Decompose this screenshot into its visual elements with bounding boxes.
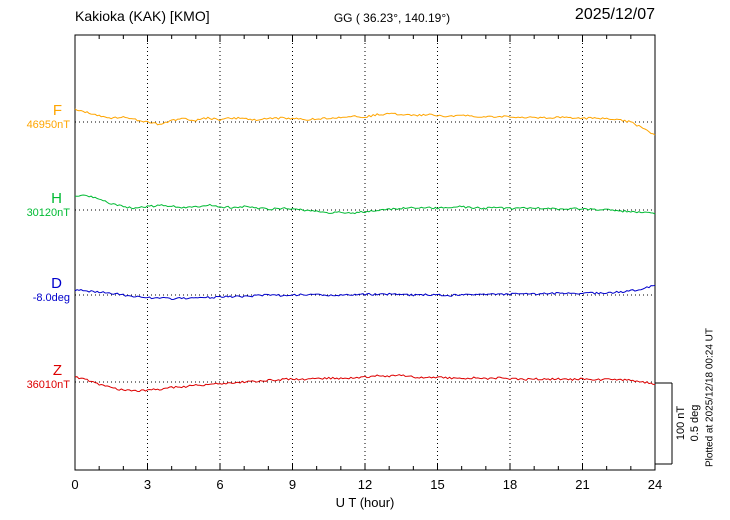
series-baseline-value-H: 30120nT — [26, 207, 70, 219]
series-label-F: F — [52, 102, 62, 119]
x-tick-label-0: 0 — [71, 477, 79, 492]
scale-label-deg: 0.5 deg — [689, 404, 701, 442]
plotted-at-note: Plotted at 2025/12/18 00:24 UT — [704, 328, 716, 467]
x-tick-label-21: 21 — [575, 477, 590, 492]
x-tick-label-24: 24 — [647, 477, 663, 492]
series-baseline-value-D: -8.0deg — [32, 292, 70, 304]
trace-F — [74, 108, 656, 136]
trace-H — [74, 194, 656, 215]
amplitude-scale-label: 100 nT 0.5 deg — [674, 383, 702, 463]
series-label-D: D — [51, 275, 62, 292]
x-tick-label-6: 6 — [216, 477, 224, 492]
x-tick-label-12: 12 — [357, 477, 373, 492]
series-label-H: H — [51, 190, 62, 207]
plot-border — [74, 34, 656, 471]
x-tick-label-18: 18 — [502, 477, 518, 492]
x-tick-label-9: 9 — [288, 477, 297, 492]
series-baseline-value-F: 46950nT — [26, 119, 70, 131]
x-tick-label-3: 3 — [143, 477, 152, 492]
scale-label-nt: 100 nT — [675, 405, 687, 441]
x-tick-label-15: 15 — [430, 477, 445, 492]
station-title: Kakioka (KAK) [KMO] — [75, 8, 210, 24]
trace-D — [74, 284, 656, 301]
series-label-Z: Z — [52, 362, 62, 379]
series-baseline-value-Z: 36010nT — [26, 379, 70, 391]
gg-coordinates: GG ( 36.23°, 140.19°) — [333, 11, 451, 25]
date-label: 2025/12/07 — [574, 6, 655, 23]
trace-Z — [74, 374, 655, 393]
x-axis-title: U T (hour) — [335, 495, 395, 510]
